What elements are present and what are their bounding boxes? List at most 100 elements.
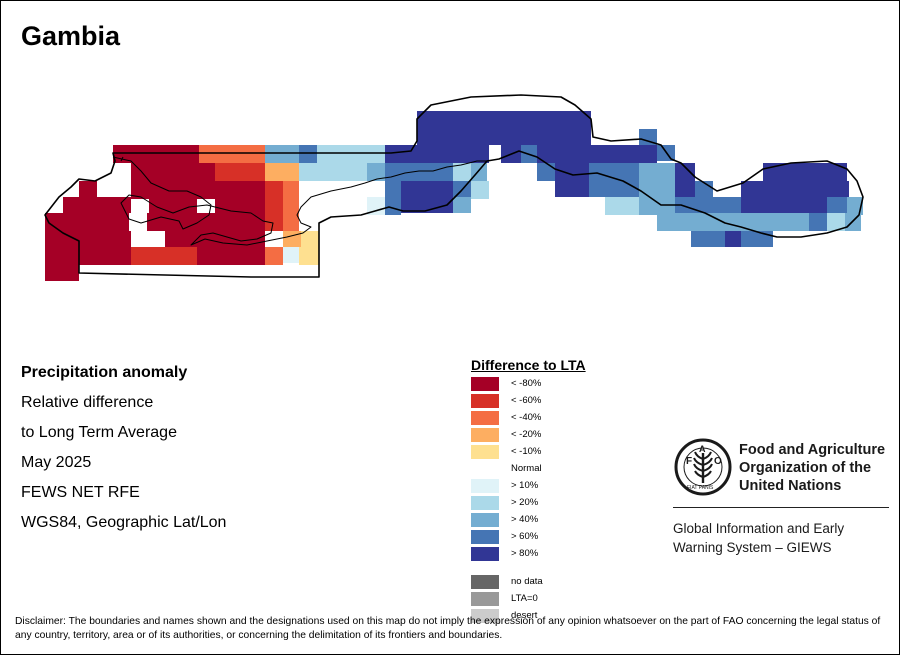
anomaly-cell bbox=[131, 163, 215, 181]
anomaly-cell bbox=[301, 231, 319, 247]
legend-swatch bbox=[471, 394, 499, 408]
map-info: Precipitation anomaly Relative differenc… bbox=[21, 363, 226, 543]
legend-label: < -80% bbox=[511, 378, 542, 389]
anomaly-cell bbox=[675, 197, 709, 213]
anomaly-cell bbox=[265, 247, 283, 265]
anomaly-cell bbox=[401, 181, 455, 197]
legend-swatch bbox=[471, 496, 499, 510]
legend-label: > 60% bbox=[511, 531, 539, 542]
anomaly-cell bbox=[283, 247, 299, 263]
anomaly-cell bbox=[537, 145, 589, 163]
legend-swatch bbox=[471, 445, 499, 459]
anomaly-cell bbox=[45, 265, 79, 281]
svg-text:FIAT PANIS: FIAT PANIS bbox=[687, 485, 714, 491]
anomaly-cell bbox=[639, 197, 675, 215]
anomaly-cell bbox=[725, 231, 741, 247]
legend-label: > 40% bbox=[511, 514, 539, 525]
anomaly-cell bbox=[471, 163, 487, 181]
anomaly-cell bbox=[79, 181, 97, 199]
info-line-measure-2: to Long Term Average bbox=[21, 424, 177, 441]
anomaly-cell bbox=[763, 163, 829, 181]
anomaly-cell bbox=[131, 247, 197, 265]
anomaly-cell bbox=[299, 247, 319, 265]
anomaly-cell bbox=[265, 181, 283, 199]
anomaly-cell bbox=[81, 247, 131, 265]
anomaly-cell bbox=[639, 145, 657, 163]
anomaly-cell bbox=[215, 197, 265, 213]
anomaly-cell bbox=[197, 247, 265, 265]
disclaimer: Disclaimer: The boundaries and names sho… bbox=[15, 616, 881, 641]
anomaly-cell bbox=[691, 231, 725, 247]
anomaly-cell bbox=[537, 163, 555, 181]
legend-swatch bbox=[471, 530, 499, 544]
anomaly-cell bbox=[63, 197, 131, 213]
legend-label: LTA=0 bbox=[511, 593, 538, 604]
map-title: Gambia bbox=[21, 21, 121, 51]
legend-label: < -40% bbox=[511, 412, 542, 423]
anomaly-cell bbox=[639, 129, 657, 145]
anomaly-cell bbox=[201, 213, 265, 231]
anomaly-cell bbox=[741, 181, 763, 215]
anomaly-cell bbox=[265, 163, 299, 181]
anomaly-cell bbox=[847, 197, 863, 215]
anomaly-cell bbox=[419, 145, 489, 163]
info-line-measure: Relative difference bbox=[21, 394, 154, 411]
legend-swatch bbox=[471, 609, 499, 623]
anomaly-cell bbox=[809, 213, 827, 231]
anomaly-cell bbox=[265, 197, 283, 231]
info-line-projection: WGS84, Geographic Lat/Lon bbox=[21, 514, 227, 531]
anomaly-cell bbox=[147, 213, 201, 231]
legend-swatch bbox=[471, 575, 499, 589]
anomaly-cell bbox=[367, 197, 385, 215]
svg-text:O: O bbox=[714, 456, 722, 467]
country-boundary bbox=[44, 94, 864, 278]
svg-text:A: A bbox=[699, 444, 706, 454]
anomaly-cell bbox=[299, 145, 317, 163]
anomaly-cell bbox=[589, 163, 639, 197]
anomaly-cell bbox=[453, 163, 471, 181]
anomaly-cell bbox=[401, 197, 417, 213]
anomaly-cell bbox=[317, 145, 385, 163]
legend-swatch bbox=[471, 513, 499, 527]
anomaly-cell bbox=[45, 231, 131, 247]
anomaly-cell bbox=[827, 213, 845, 231]
anomaly-cell bbox=[45, 213, 129, 231]
legend-label: < -60% bbox=[511, 395, 542, 406]
fao-name: Food and Agriculture Organization of the… bbox=[739, 442, 886, 494]
anomaly-cell bbox=[265, 145, 299, 163]
anomaly-cell bbox=[45, 247, 81, 265]
anomaly-cell bbox=[639, 163, 675, 197]
anomaly-cell bbox=[199, 145, 265, 163]
anomaly-cell bbox=[709, 197, 741, 213]
legend-swatch bbox=[471, 479, 499, 493]
anomaly-cell bbox=[555, 163, 589, 197]
info-line-variable: Precipitation anomaly bbox=[21, 364, 188, 381]
fao-divider bbox=[673, 507, 889, 508]
legend-swatch bbox=[471, 592, 499, 606]
anomaly-cell bbox=[471, 181, 489, 199]
anomaly-cell bbox=[605, 197, 639, 215]
anomaly-cell bbox=[657, 213, 709, 231]
anomaly-cell bbox=[283, 181, 299, 199]
legend-label: > 10% bbox=[511, 480, 539, 491]
anomaly-grid bbox=[45, 111, 863, 281]
legend-swatch bbox=[471, 377, 499, 391]
legend-swatch bbox=[471, 428, 499, 442]
legend-label: no data bbox=[511, 576, 543, 587]
anomaly-cell bbox=[283, 197, 299, 231]
anomaly-cell bbox=[385, 163, 455, 181]
anomaly-cell bbox=[165, 231, 265, 247]
anomaly-cell bbox=[113, 145, 199, 163]
legend-label: desert bbox=[511, 610, 538, 621]
anomaly-cell bbox=[385, 145, 419, 163]
anomaly-cell bbox=[283, 231, 301, 247]
anomaly-cell bbox=[453, 197, 471, 213]
legend-swatch bbox=[471, 547, 499, 561]
info-line-source: FEWS NET RFE bbox=[21, 484, 140, 501]
legend-label: < -20% bbox=[511, 429, 542, 440]
anomaly-cell bbox=[709, 213, 741, 231]
svg-text:F: F bbox=[686, 456, 692, 467]
legend-label: Normal bbox=[511, 463, 542, 474]
